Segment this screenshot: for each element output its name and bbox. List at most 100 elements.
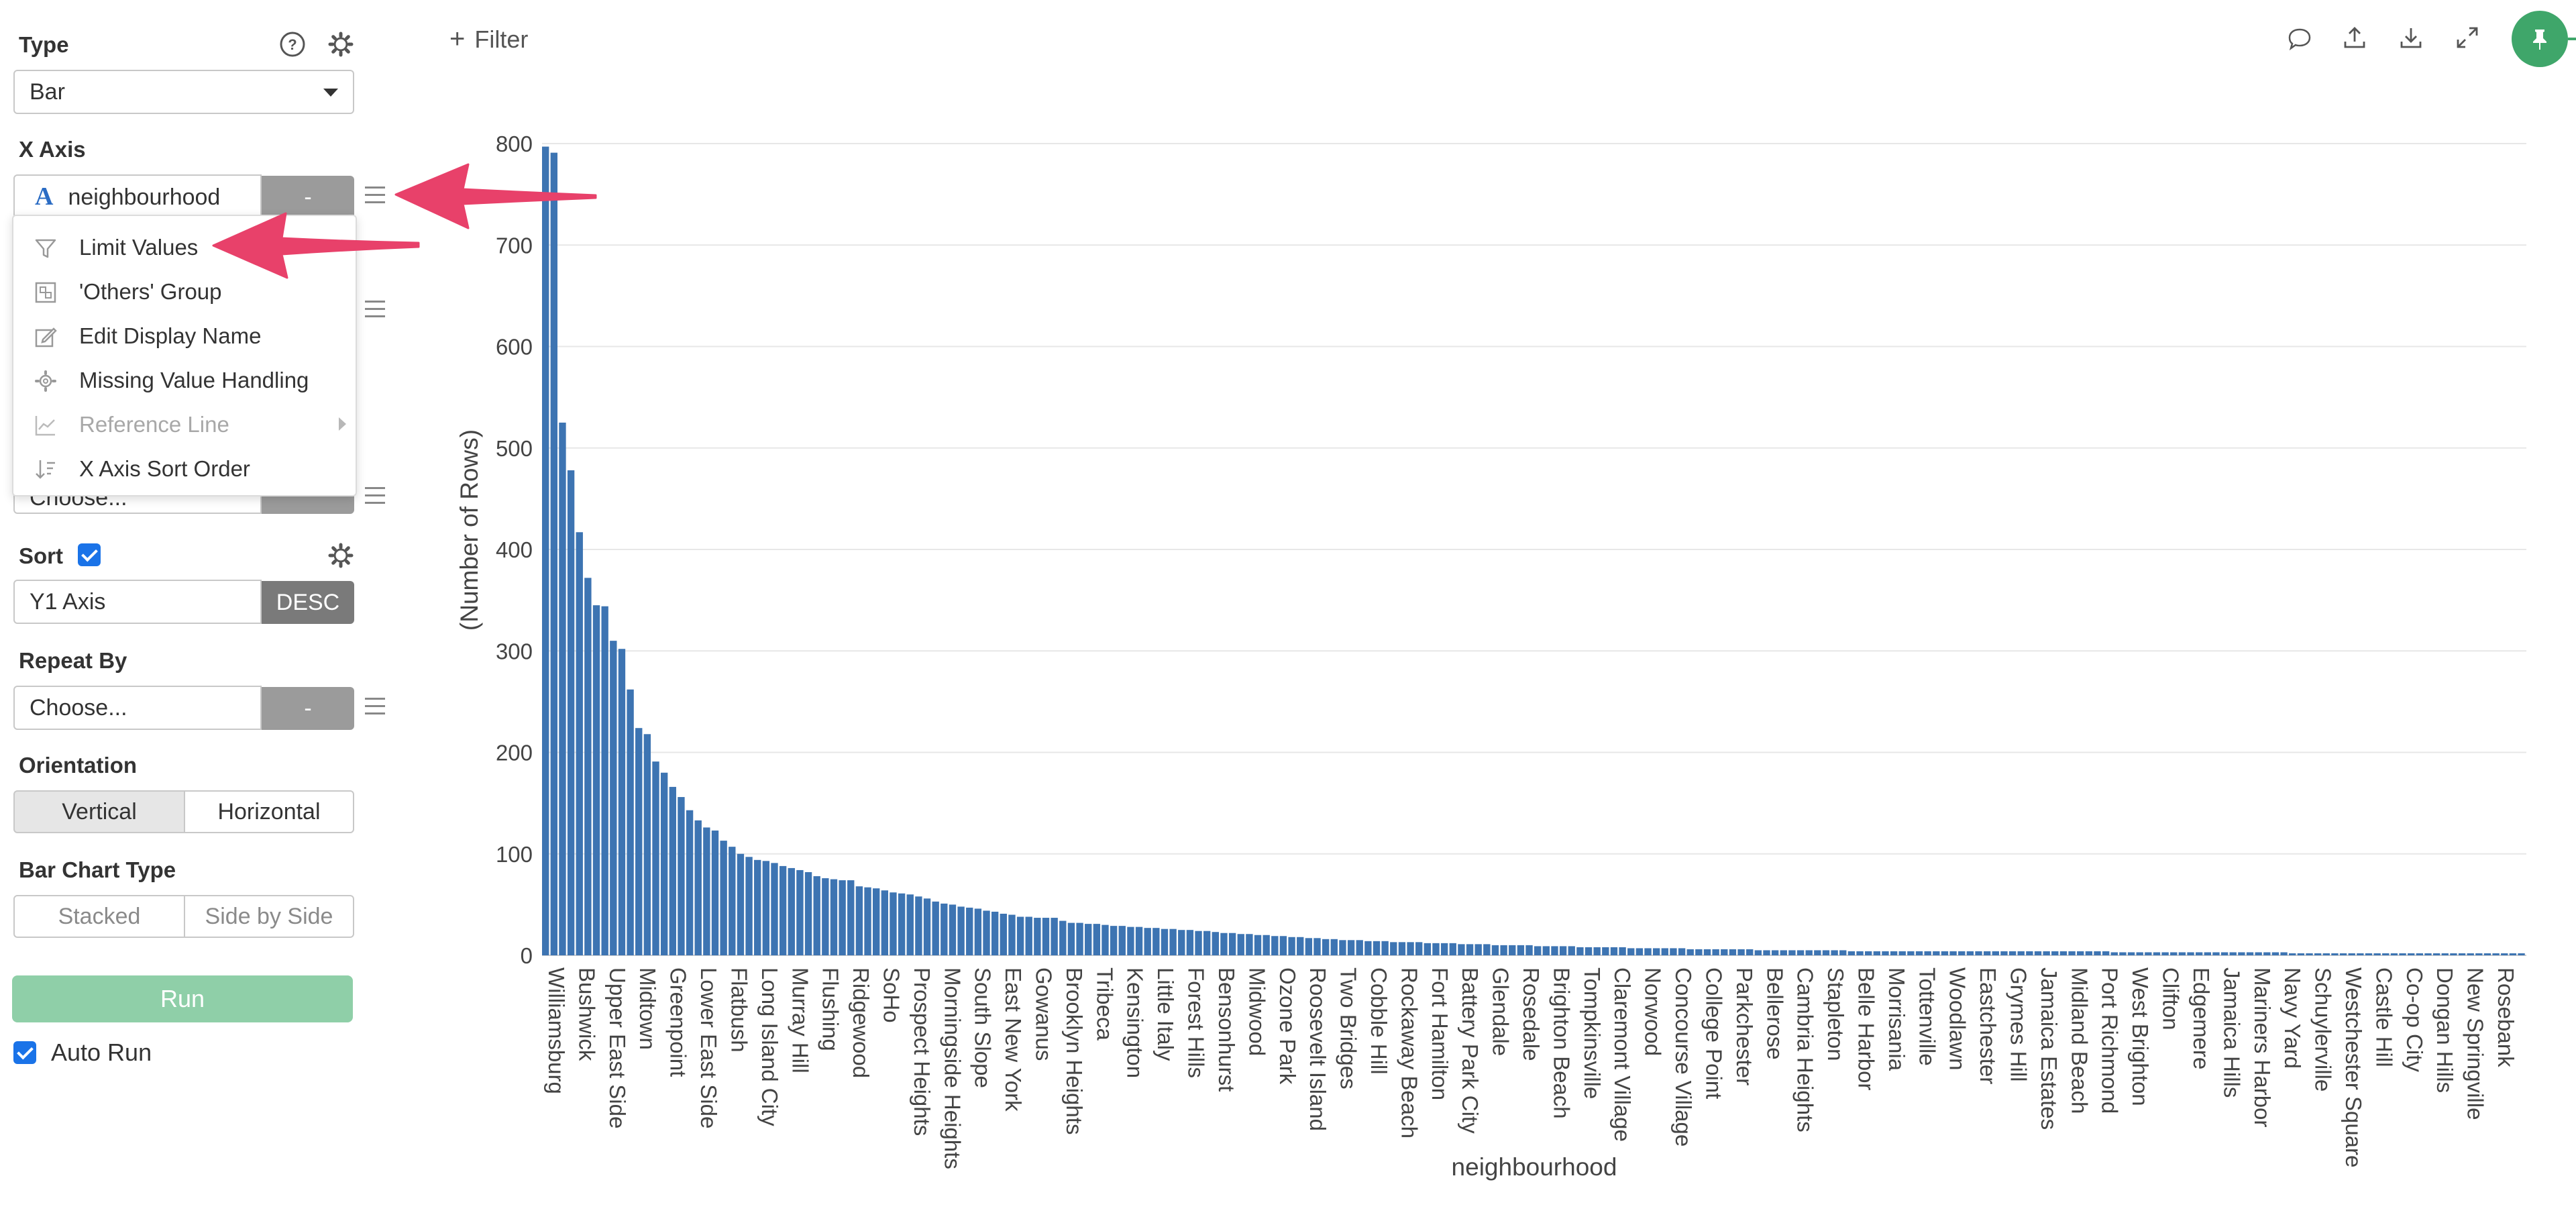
bar <box>1322 939 1330 955</box>
bar <box>576 532 583 955</box>
bar <box>652 761 659 955</box>
sort-field[interactable]: Y1 Axis <box>13 580 262 624</box>
color-menu-icon[interactable] <box>365 301 385 318</box>
bar <box>2518 953 2525 955</box>
x-tick-label: Kensington <box>1123 967 1148 1078</box>
bar <box>923 898 931 955</box>
color-by-menu-icon[interactable] <box>365 487 385 505</box>
bar <box>627 689 634 955</box>
bar <box>1228 933 1236 955</box>
bar <box>1152 928 1160 955</box>
bar <box>1644 948 1652 955</box>
download-icon[interactable] <box>2398 24 2424 51</box>
x-tick-label: Westchester Square <box>2341 967 2366 1167</box>
bar <box>1703 949 1711 955</box>
bar <box>1016 916 1024 955</box>
sort-settings-icon[interactable] <box>327 542 354 569</box>
bar <box>2382 953 2390 955</box>
auto-run-checkbox[interactable] <box>13 1041 36 1064</box>
bar <box>1593 947 1601 955</box>
x-tick-label: New Springville <box>2463 967 2488 1120</box>
orientation-horizontal-button[interactable]: Horizontal <box>184 790 354 833</box>
chart-type-select[interactable]: Bar <box>13 70 354 114</box>
x-tick-label: Flushing <box>818 967 843 1051</box>
x-tick-label: Rosedale <box>1519 967 1544 1061</box>
bar <box>974 908 982 955</box>
x-axis-remove-button[interactable]: - <box>262 176 354 219</box>
bar <box>1424 943 1432 955</box>
bar <box>813 876 820 955</box>
bar <box>1805 950 1813 955</box>
sort-checkbox[interactable] <box>78 543 101 566</box>
menu-item-label: Edit Display Name <box>79 323 262 348</box>
bar <box>864 887 871 955</box>
menu-item-limit-values[interactable]: Limit Values <box>13 225 356 268</box>
bar-type-side-by-side-button[interactable]: Side by Side <box>184 895 354 938</box>
repeat-by-menu-icon[interactable] <box>365 698 385 715</box>
bar <box>729 847 736 955</box>
bar <box>881 890 889 955</box>
bar <box>669 786 676 955</box>
bar <box>1873 951 1881 955</box>
bar <box>1983 951 1991 955</box>
x-tick-label: Belle Harbor <box>1854 967 1878 1090</box>
menu-item-reference-line[interactable]: Reference Line <box>13 403 356 445</box>
bar <box>1847 951 1856 955</box>
orientation-vertical-button[interactable]: Vertical <box>13 790 185 833</box>
repeat-by-field[interactable]: Choose... <box>13 686 262 730</box>
expand-icon[interactable] <box>2454 24 2481 51</box>
bar <box>592 605 600 955</box>
bar <box>1415 942 1423 955</box>
x-tick-label: Midtown <box>635 967 660 1050</box>
bar <box>1313 938 1321 955</box>
bar <box>1619 947 1626 955</box>
menu-item-missing-value-handling[interactable]: Missing Value Handling <box>13 358 356 401</box>
edit-icon <box>35 327 57 348</box>
help-icon[interactable]: ? <box>279 31 306 58</box>
bar <box>694 820 702 955</box>
type-label: Type <box>19 32 69 57</box>
gear-icon[interactable] <box>327 31 354 58</box>
menu-item-edit-display-name[interactable]: Edit Display Name <box>13 314 356 357</box>
bar <box>1771 950 1779 955</box>
comment-icon[interactable] <box>2286 25 2313 52</box>
bar <box>932 901 939 955</box>
bar <box>2416 953 2424 955</box>
bar <box>1034 918 1041 955</box>
bar <box>771 863 778 955</box>
sort-order-button[interactable]: DESC <box>262 581 354 624</box>
auto-run-label: Auto Run <box>51 1039 152 1066</box>
bar <box>1297 937 1304 955</box>
menu-item-others-group[interactable]: 'Others' Group <box>13 270 356 313</box>
bar-type-stacked-button[interactable]: Stacked <box>13 895 185 938</box>
orientation-label: Orientation <box>19 753 138 778</box>
bar <box>1627 948 1635 955</box>
x-tick-label: Norwood <box>1641 967 1666 1056</box>
menu-item-label: X Axis Sort Order <box>79 456 250 481</box>
bar <box>1288 937 1295 955</box>
bar <box>2153 952 2161 955</box>
bar <box>1042 918 1050 955</box>
bar <box>1975 951 1982 955</box>
x-tick-label: Bellerose <box>1762 967 1787 1060</box>
bar <box>1407 942 1414 955</box>
x-tick-label: Flatbush <box>727 967 751 1053</box>
bar <box>2051 951 2059 955</box>
bar <box>1178 930 1185 955</box>
upload-icon[interactable] <box>2341 24 2368 51</box>
x-axis-menu-icon[interactable] <box>365 187 385 204</box>
bar <box>2000 951 2008 955</box>
menu-item-x-axis-sort-order[interactable]: X Axis Sort Order <box>13 447 356 490</box>
x-tick-label: Dongan Hills <box>2432 967 2457 1093</box>
run-button[interactable]: Run <box>12 975 353 1022</box>
x-tick-label: Greenpoint <box>666 967 691 1077</box>
bar <box>2102 951 2110 955</box>
add-filter-button[interactable]: + Filter <box>449 24 528 54</box>
bar <box>1678 948 1686 955</box>
bar <box>1542 946 1550 955</box>
x-tick-label: Rockaway Beach <box>1397 967 1421 1138</box>
bar <box>1635 948 1644 955</box>
pin-button[interactable] <box>2512 11 2568 67</box>
repeat-by-remove-button[interactable]: - <box>262 687 354 730</box>
